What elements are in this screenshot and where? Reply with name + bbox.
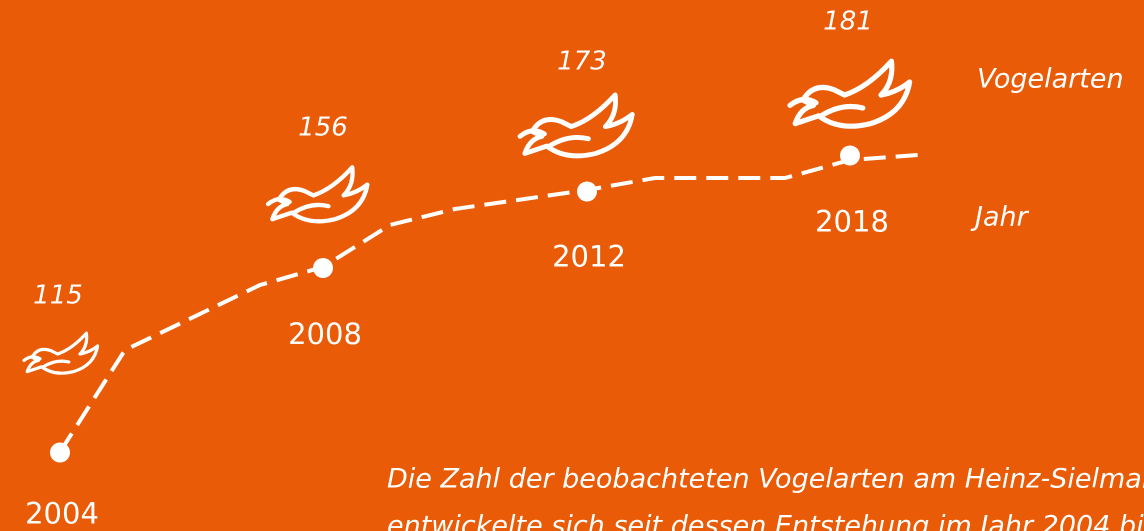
value-label: 156: [298, 113, 348, 143]
x-tick-label: 2018: [815, 205, 889, 239]
data-point: [50, 442, 70, 463]
data-point: [840, 145, 860, 166]
data-point: [313, 258, 333, 278]
value-label: 115: [33, 281, 83, 311]
value-label: 173: [557, 47, 607, 77]
x-axis-label: Jahr: [970, 202, 1030, 233]
data-point: [577, 181, 597, 202]
caption: entwickelte sich seit dessen Entstehung …: [387, 511, 1144, 531]
value-label: 181: [823, 7, 873, 37]
series-label: Vogelarten: [977, 64, 1124, 95]
trend-line: [58, 153, 919, 454]
x-tick-label: 2004: [25, 497, 99, 531]
x-tick-label: 2008: [288, 317, 362, 351]
caption: Die Zahl der beobachteten Vogelarten am …: [387, 464, 1144, 495]
x-tick-label: 2012: [552, 240, 626, 274]
